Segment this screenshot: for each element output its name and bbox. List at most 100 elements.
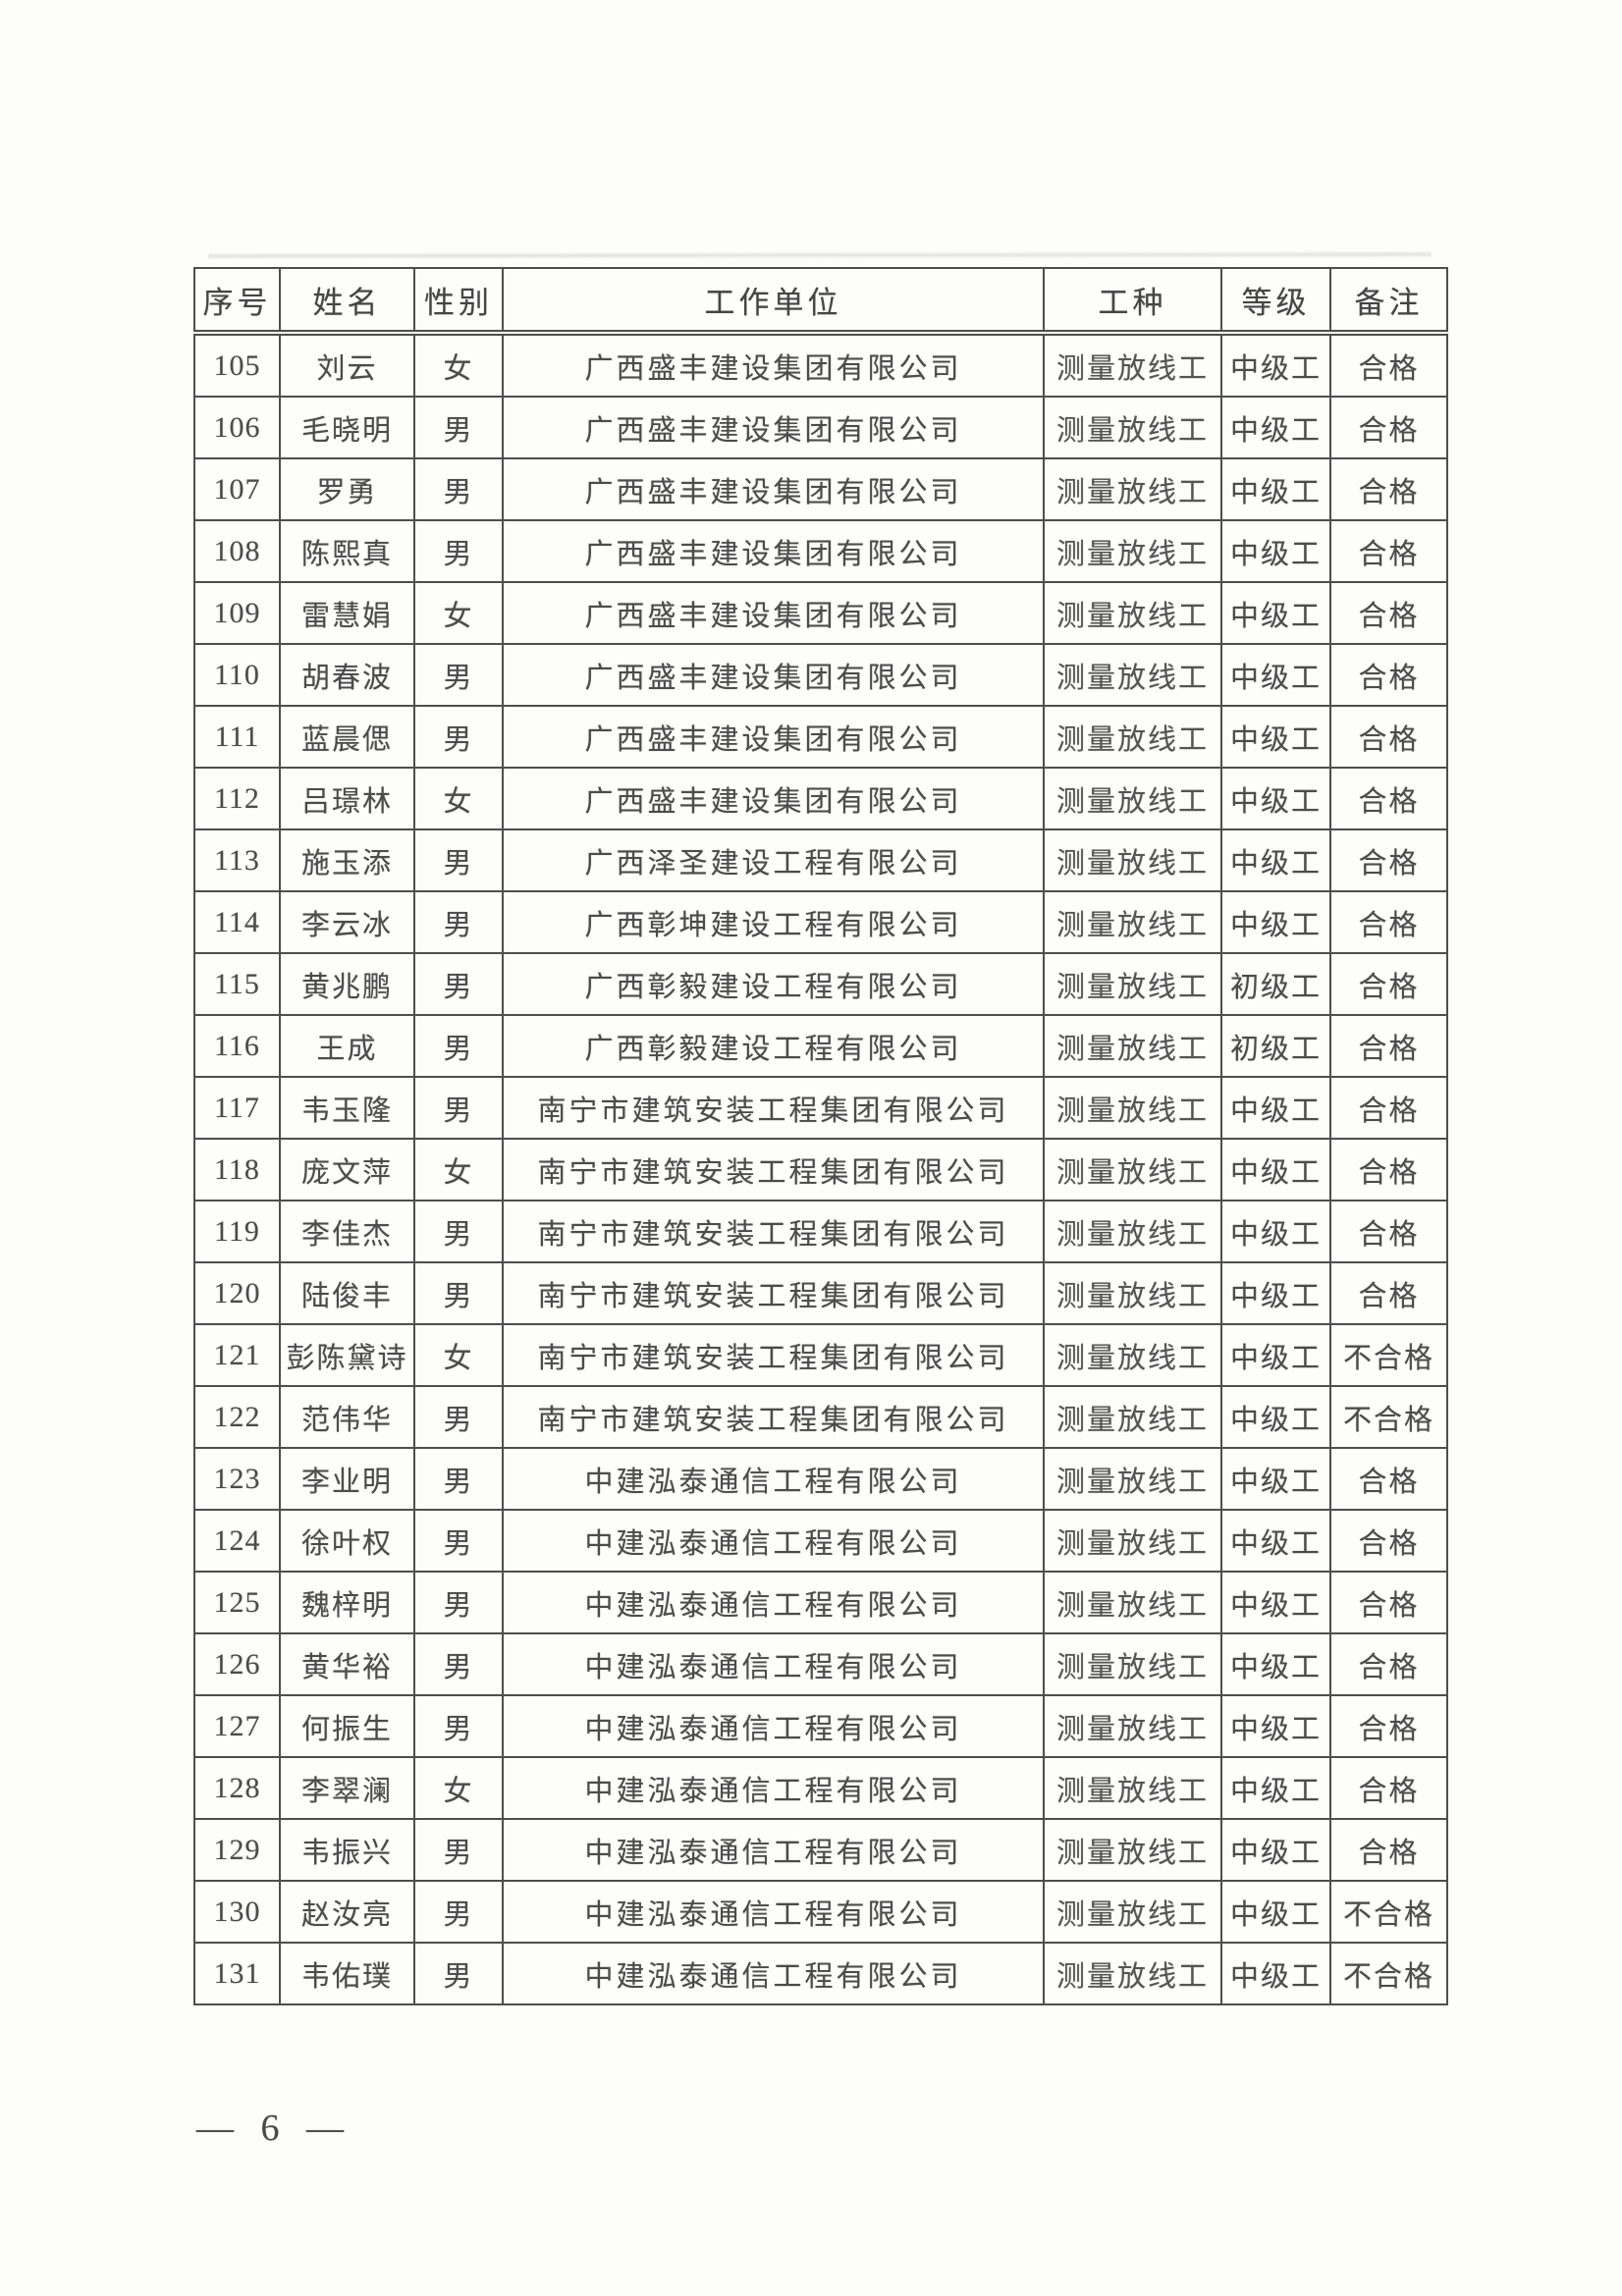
cell-grade: 中级工 — [1220, 828, 1331, 892]
cell-index: 126 — [193, 1632, 281, 1696]
cell-grade: 中级工 — [1220, 705, 1331, 769]
cell-grade: 中级工 — [1220, 1632, 1331, 1696]
table-row: 117 韦玉隆男南宁市建筑安装工程集团有限公司 测量放线工 中级工 合格 — [193, 1076, 1448, 1140]
cell-index: 108 — [193, 519, 281, 583]
cell-employer: 南宁市建筑安装工程集团有限公司 — [502, 1200, 1045, 1263]
cell-name: 王成 — [279, 1014, 415, 1078]
cell-index: 119 — [193, 1200, 281, 1263]
cell-trade: 测量放线工 — [1043, 581, 1222, 645]
cell-trade: 测量放线工 — [1043, 519, 1222, 583]
cell-gender: 男 — [413, 457, 504, 521]
cell-gender: 女 — [413, 581, 504, 645]
cell-remark: 不合格 — [1329, 1880, 1448, 1944]
cell-gender: 男 — [413, 1385, 504, 1449]
cell-grade: 中级工 — [1220, 1509, 1331, 1573]
cell-grade: 初级工 — [1220, 1014, 1331, 1078]
column-header-employer: 工作单位 — [502, 267, 1045, 336]
cell-name: 韦振兴 — [279, 1818, 415, 1882]
cell-grade: 初级工 — [1220, 952, 1331, 1016]
cell-grade: 中级工 — [1220, 1571, 1331, 1634]
cell-employer: 中建泓泰通信工程有限公司 — [502, 1942, 1045, 2005]
cell-name: 罗勇 — [279, 457, 415, 521]
cell-remark: 合格 — [1329, 1138, 1448, 1201]
table-row: 120 陆俊丰男南宁市建筑安装工程集团有限公司 测量放线工 中级工 合格 — [193, 1261, 1448, 1325]
cell-index: 113 — [193, 828, 281, 892]
cell-name: 毛晓明 — [279, 396, 415, 459]
cell-index: 131 — [193, 1942, 281, 2005]
cell-gender: 男 — [413, 1200, 504, 1263]
cell-trade: 测量放线工 — [1043, 1756, 1222, 1820]
cell-employer: 南宁市建筑安装工程集团有限公司 — [502, 1261, 1045, 1325]
cell-name: 吕璟林 — [279, 767, 415, 830]
cell-employer: 广西盛丰建设集团有限公司 — [502, 581, 1045, 645]
cell-name: 雷慧娟 — [279, 581, 415, 645]
table-row: 107 罗勇男广西盛丰建设集团有限公司 测量放线工 中级工 合格 — [193, 457, 1448, 521]
cell-employer: 广西盛丰建设集团有限公司 — [502, 519, 1045, 583]
table-row: 126 黄华裕男中建泓泰通信工程有限公司 测量放线工 中级工 合格 — [193, 1632, 1448, 1696]
cell-trade: 测量放线工 — [1043, 457, 1222, 521]
cell-name: 韦佑璞 — [279, 1942, 415, 2005]
table-row: 108 陈熙真男广西盛丰建设集团有限公司 测量放线工 中级工 合格 — [193, 519, 1448, 583]
cell-trade: 测量放线工 — [1043, 1509, 1222, 1573]
column-header-remark: 备注 — [1329, 267, 1448, 336]
cell-gender: 男 — [413, 1942, 504, 2005]
cell-trade: 测量放线工 — [1043, 952, 1222, 1016]
cell-name: 黄兆鹏 — [279, 952, 415, 1016]
cell-remark: 合格 — [1329, 643, 1448, 707]
table-row: 105 刘云女广西盛丰建设集团有限公司 测量放线工 中级工 合格 — [193, 332, 1448, 398]
cell-index: 125 — [193, 1571, 281, 1634]
cell-employer: 南宁市建筑安装工程集团有限公司 — [502, 1138, 1045, 1201]
cell-employer: 中建泓泰通信工程有限公司 — [502, 1694, 1045, 1758]
cell-employer: 广西盛丰建设集团有限公司 — [502, 705, 1045, 769]
cell-trade: 测量放线工 — [1043, 1571, 1222, 1634]
cell-gender: 男 — [413, 1076, 504, 1140]
cell-gender: 男 — [413, 519, 504, 583]
cell-gender: 男 — [413, 828, 504, 892]
cell-gender: 男 — [413, 1694, 504, 1758]
table-row: 122 范伟华男南宁市建筑安装工程集团有限公司 测量放线工 中级工 不合格 — [193, 1385, 1448, 1449]
cell-index: 124 — [193, 1509, 281, 1573]
cell-trade: 测量放线工 — [1043, 1880, 1222, 1944]
cell-remark: 合格 — [1329, 332, 1448, 398]
cell-remark: 合格 — [1329, 890, 1448, 954]
cell-index: 105 — [193, 332, 281, 398]
cell-employer: 中建泓泰通信工程有限公司 — [502, 1756, 1045, 1820]
cell-grade: 中级工 — [1220, 581, 1331, 645]
cell-remark: 合格 — [1329, 1076, 1448, 1140]
cell-grade: 中级工 — [1220, 767, 1331, 830]
cell-name: 韦玉隆 — [279, 1076, 415, 1140]
cell-gender: 男 — [413, 1014, 504, 1078]
cell-grade: 中级工 — [1220, 1200, 1331, 1263]
cell-trade: 测量放线工 — [1043, 705, 1222, 769]
cell-gender: 男 — [413, 705, 504, 769]
cell-employer: 广西盛丰建设集团有限公司 — [502, 643, 1045, 707]
cell-employer: 中建泓泰通信工程有限公司 — [502, 1632, 1045, 1696]
table-header-row: 序号 姓名 性别 工作单位 工种 等级 备注 — [193, 267, 1448, 336]
cell-index: 114 — [193, 890, 281, 954]
column-header-index: 序号 — [193, 267, 281, 336]
cell-employer: 广西盛丰建设集团有限公司 — [502, 767, 1045, 830]
cell-index: 107 — [193, 457, 281, 521]
table-body: 105 刘云女广西盛丰建设集团有限公司 测量放线工 中级工 合格 106 毛晓明男广西盛丰建… — [193, 332, 1448, 2005]
cell-grade: 中级工 — [1220, 332, 1331, 398]
cell-name: 李业明 — [279, 1447, 415, 1511]
table-row: 112 吕璟林女广西盛丰建设集团有限公司 测量放线工 中级工 合格 — [193, 767, 1448, 830]
table-row: 113 施玉添男广西泽圣建设工程有限公司 测量放线工 中级工 合格 — [193, 828, 1448, 892]
cell-remark: 合格 — [1329, 1200, 1448, 1263]
table-row: 106 毛晓明男广西盛丰建设集团有限公司 测量放线工 中级工 合格 — [193, 396, 1448, 459]
cell-index: 121 — [193, 1323, 281, 1387]
cell-employer: 广西彰毅建设工程有限公司 — [502, 1014, 1045, 1078]
cell-gender: 男 — [413, 1571, 504, 1634]
cell-gender: 男 — [413, 1632, 504, 1696]
cell-index: 110 — [193, 643, 281, 707]
cell-grade: 中级工 — [1220, 1880, 1331, 1944]
cell-gender: 男 — [413, 396, 504, 459]
cell-employer: 中建泓泰通信工程有限公司 — [502, 1880, 1045, 1944]
cell-trade: 测量放线工 — [1043, 643, 1222, 707]
cell-index: 109 — [193, 581, 281, 645]
cell-name: 李翠澜 — [279, 1756, 415, 1820]
cell-gender: 男 — [413, 952, 504, 1016]
cell-name: 徐叶权 — [279, 1509, 415, 1573]
cell-employer: 中建泓泰通信工程有限公司 — [502, 1571, 1045, 1634]
